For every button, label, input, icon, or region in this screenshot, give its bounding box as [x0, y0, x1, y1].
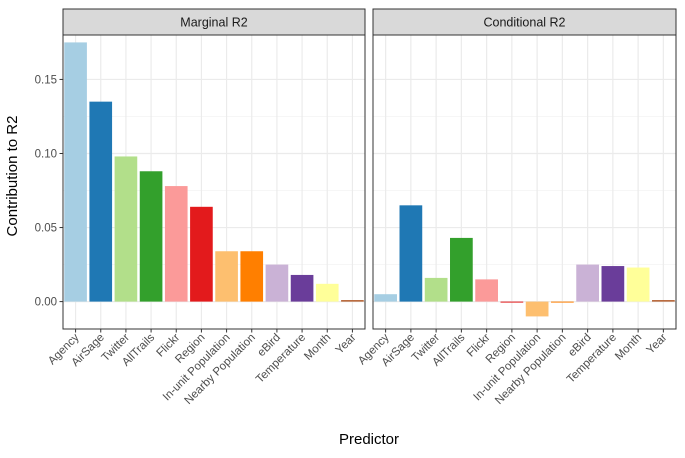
y-axis-title: Contribution to R2	[4, 116, 21, 237]
y-tick-label: 0.00	[35, 297, 57, 309]
x-tick-label: Month	[302, 332, 333, 363]
bar-in-unit-population	[525, 301, 549, 317]
panel-conditional: Conditional R2AgencyAirSageTwitterAllTra…	[356, 8, 677, 407]
bar-agency	[64, 42, 87, 302]
bar-twitter	[424, 277, 448, 302]
plot-background	[63, 35, 365, 329]
bar-month	[626, 267, 650, 302]
bar-year	[341, 300, 364, 302]
bar-in-unit-population	[215, 251, 238, 302]
bar-temperature	[290, 274, 314, 302]
bar-region	[190, 206, 213, 302]
bar-region	[500, 301, 524, 303]
bar-temperature	[601, 266, 625, 302]
bar-alltrails	[139, 171, 163, 302]
bar-flickr	[475, 279, 498, 302]
bar-airsage	[399, 205, 423, 302]
x-tick-label: Month	[613, 332, 644, 363]
bar-ebird	[265, 264, 289, 302]
bar-twitter	[114, 156, 138, 302]
x-tick-label: Year	[645, 332, 670, 357]
y-tick-label: 0.15	[35, 74, 57, 86]
plot-background	[373, 35, 676, 329]
bar-nearby-population	[240, 251, 264, 302]
x-tick-label: Year	[334, 332, 359, 357]
x-axis-title: Predictor	[339, 431, 399, 448]
bar-flickr	[164, 186, 188, 302]
bar-alltrails	[450, 237, 473, 302]
bar-agency	[374, 294, 397, 302]
y-tick-label: 0.10	[35, 148, 57, 160]
bar-nearby-population	[551, 301, 574, 303]
panel-border	[62, 34, 366, 330]
panel-strip	[372, 8, 677, 36]
bar-year	[652, 300, 675, 302]
panel-marginal: Marginal R2AgencyAirSageTwitterAllTrails…	[35, 8, 366, 407]
panels-layer: Marginal R2AgencyAirSageTwitterAllTrails…	[35, 8, 677, 407]
bar-ebird	[576, 264, 599, 302]
panel-strip-title: Conditional R2	[484, 16, 566, 30]
panel-strip	[62, 8, 366, 36]
panel-strip-title: Marginal R2	[180, 16, 247, 30]
y-tick-label: 0.05	[35, 223, 57, 235]
bar-airsage	[89, 101, 113, 302]
bar-month	[315, 283, 339, 302]
panel-border	[372, 34, 677, 330]
